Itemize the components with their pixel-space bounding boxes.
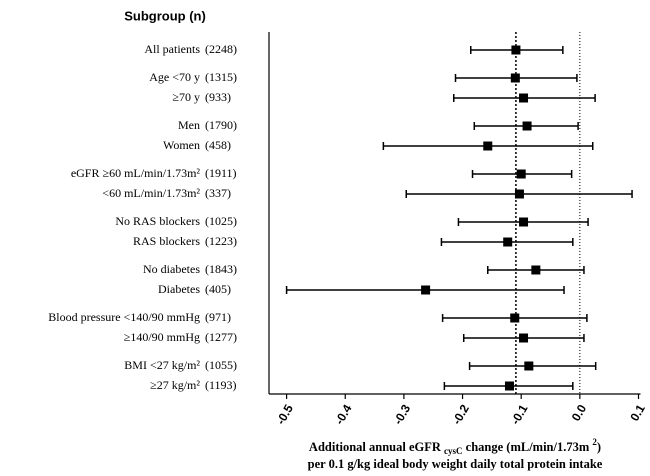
estimate-marker (511, 45, 521, 55)
x-label-part: Additional annual eGFR (309, 440, 444, 454)
row-label: Age <70 y (149, 70, 200, 84)
row-label: No RAS blockers (115, 214, 200, 228)
estimate-marker (421, 285, 431, 295)
x-tick-label: 0.1 (627, 402, 648, 424)
estimate-marker (519, 217, 529, 227)
x-label-part: ) (597, 440, 601, 454)
x-axis-label: Additional annual eGFR cysC change (mL/m… (309, 437, 601, 456)
row-n: (405) (205, 282, 231, 296)
row-n: (1843) (205, 262, 237, 276)
row-n: (1025) (205, 214, 237, 228)
x-tick-label: -0.1 (508, 402, 531, 427)
x-tick-label: -0.2 (449, 402, 472, 427)
row-n: (458) (205, 138, 231, 152)
estimate-marker (516, 169, 526, 179)
estimate-marker (519, 333, 529, 343)
row-n: (337) (205, 186, 231, 200)
row-label: BMI <27 kg/m² (124, 358, 200, 372)
row-label: Blood pressure <140/90 mmHg (48, 310, 200, 324)
estimate-marker (522, 121, 532, 131)
row-n: (2248) (205, 42, 237, 56)
row-label: eGFR ≥60 mL/min/1.73m² (71, 166, 201, 180)
x-label-sup: 2 (592, 437, 597, 447)
row-n: (1790) (205, 118, 237, 132)
row-n: (1277) (205, 330, 237, 344)
estimate-marker (510, 313, 520, 323)
row-n: (1055) (205, 358, 237, 372)
estimate-marker (504, 381, 514, 391)
estimate-marker (514, 189, 524, 199)
x-tick-label: -0.5 (273, 402, 296, 427)
row-label: ≥27 kg/m² (150, 378, 200, 392)
row-label: ≥70 y (172, 90, 200, 104)
estimate-marker (503, 237, 513, 247)
row-n: (1223) (205, 234, 237, 248)
estimate-marker (519, 93, 529, 103)
row-n: (1193) (205, 378, 237, 392)
x-label-part: change (mL/min/1.73m (463, 440, 593, 454)
estimate-marker (483, 141, 493, 151)
row-label: All patients (144, 42, 200, 56)
row-n: (933) (205, 90, 231, 104)
row-label: ≥140/90 mmHg (124, 330, 200, 344)
x-tick-label: -0.3 (391, 402, 414, 427)
row-n: (971) (205, 310, 231, 324)
header: Subgroup (n) (124, 8, 206, 23)
x-tick-label: 0.0 (569, 402, 590, 424)
row-label: No diabetes (143, 262, 200, 276)
row-label: Men (178, 118, 200, 132)
x-label-sub: cysC (444, 446, 463, 456)
row-label: RAS blockers (133, 234, 200, 248)
row-label: Diabetes (158, 282, 200, 296)
estimate-marker (531, 265, 541, 275)
row-label: <60 mL/min/1.73m² (102, 186, 200, 200)
x-axis-label-2: per 0.1 g/kg ideal body weight daily tot… (308, 457, 603, 471)
row-label: Women (163, 138, 200, 152)
x-tick-label: -0.4 (332, 402, 355, 427)
estimate-marker (524, 361, 534, 371)
row-n: (1911) (205, 166, 237, 180)
estimate-marker (510, 73, 520, 83)
row-n: (1315) (205, 70, 237, 84)
